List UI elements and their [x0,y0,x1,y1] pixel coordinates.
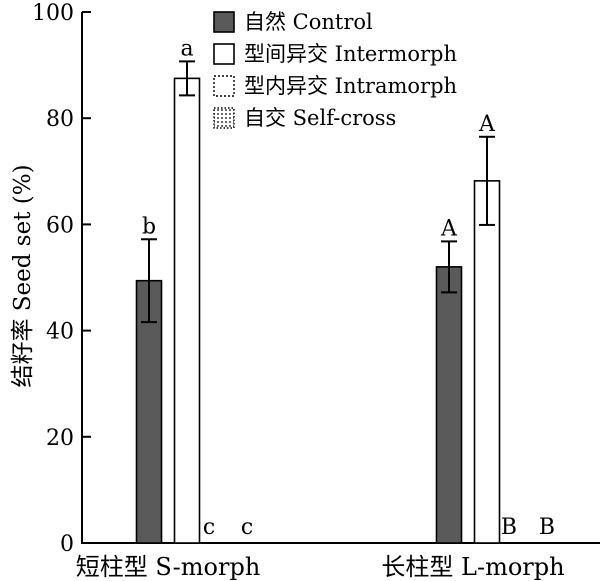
significance-letter: A [478,112,496,137]
axes [81,12,600,544]
legend-label: 型内异交 Intramorph [244,74,457,98]
y-tick-label: 0 [60,532,74,557]
y-tick-label: 60 [46,213,74,238]
y-axis-label: 结籽率 Seed set (%) [10,164,36,387]
significance-letter: c [203,515,215,540]
legend-label: 自交 Self-cross [244,106,396,130]
legend-swatch [213,43,235,65]
bar [473,180,501,544]
legend-swatch [213,75,235,97]
legend-label: 自然 Control [244,10,373,34]
significance-letter: b [142,214,156,239]
bar [173,77,201,544]
significance-letter: c [241,515,253,540]
category-label: 短柱型 S-morph [76,553,261,581]
bar [135,279,163,544]
legend: 自然 Control 型间异交 Intermorph 型内异交 Intramorph… [213,10,457,130]
legend-swatch [213,107,235,129]
category-label: 长柱型 L-morph [381,553,564,581]
y-tick-label: 100 [32,1,74,26]
legend-label: 型间异交 Intermorph [244,42,457,66]
y-tick-label: 40 [46,320,74,345]
legend-swatch [213,11,235,33]
y-tick-label: 20 [46,426,74,451]
error-bars [141,60,495,324]
significance-letter: B [539,515,555,540]
significance-letters: b Aa Ac Bc B [142,36,555,540]
significance-letter: B [501,515,517,540]
significance-letter: a [180,36,193,61]
category-labels: 短柱型 S-morph 长柱型 L-morph [76,553,565,581]
y-ticks: 0 20 40 60 80 100 [32,1,91,557]
bar [435,266,463,544]
y-tick-label: 80 [46,107,74,132]
bars [135,77,501,544]
significance-letter: A [440,216,458,241]
